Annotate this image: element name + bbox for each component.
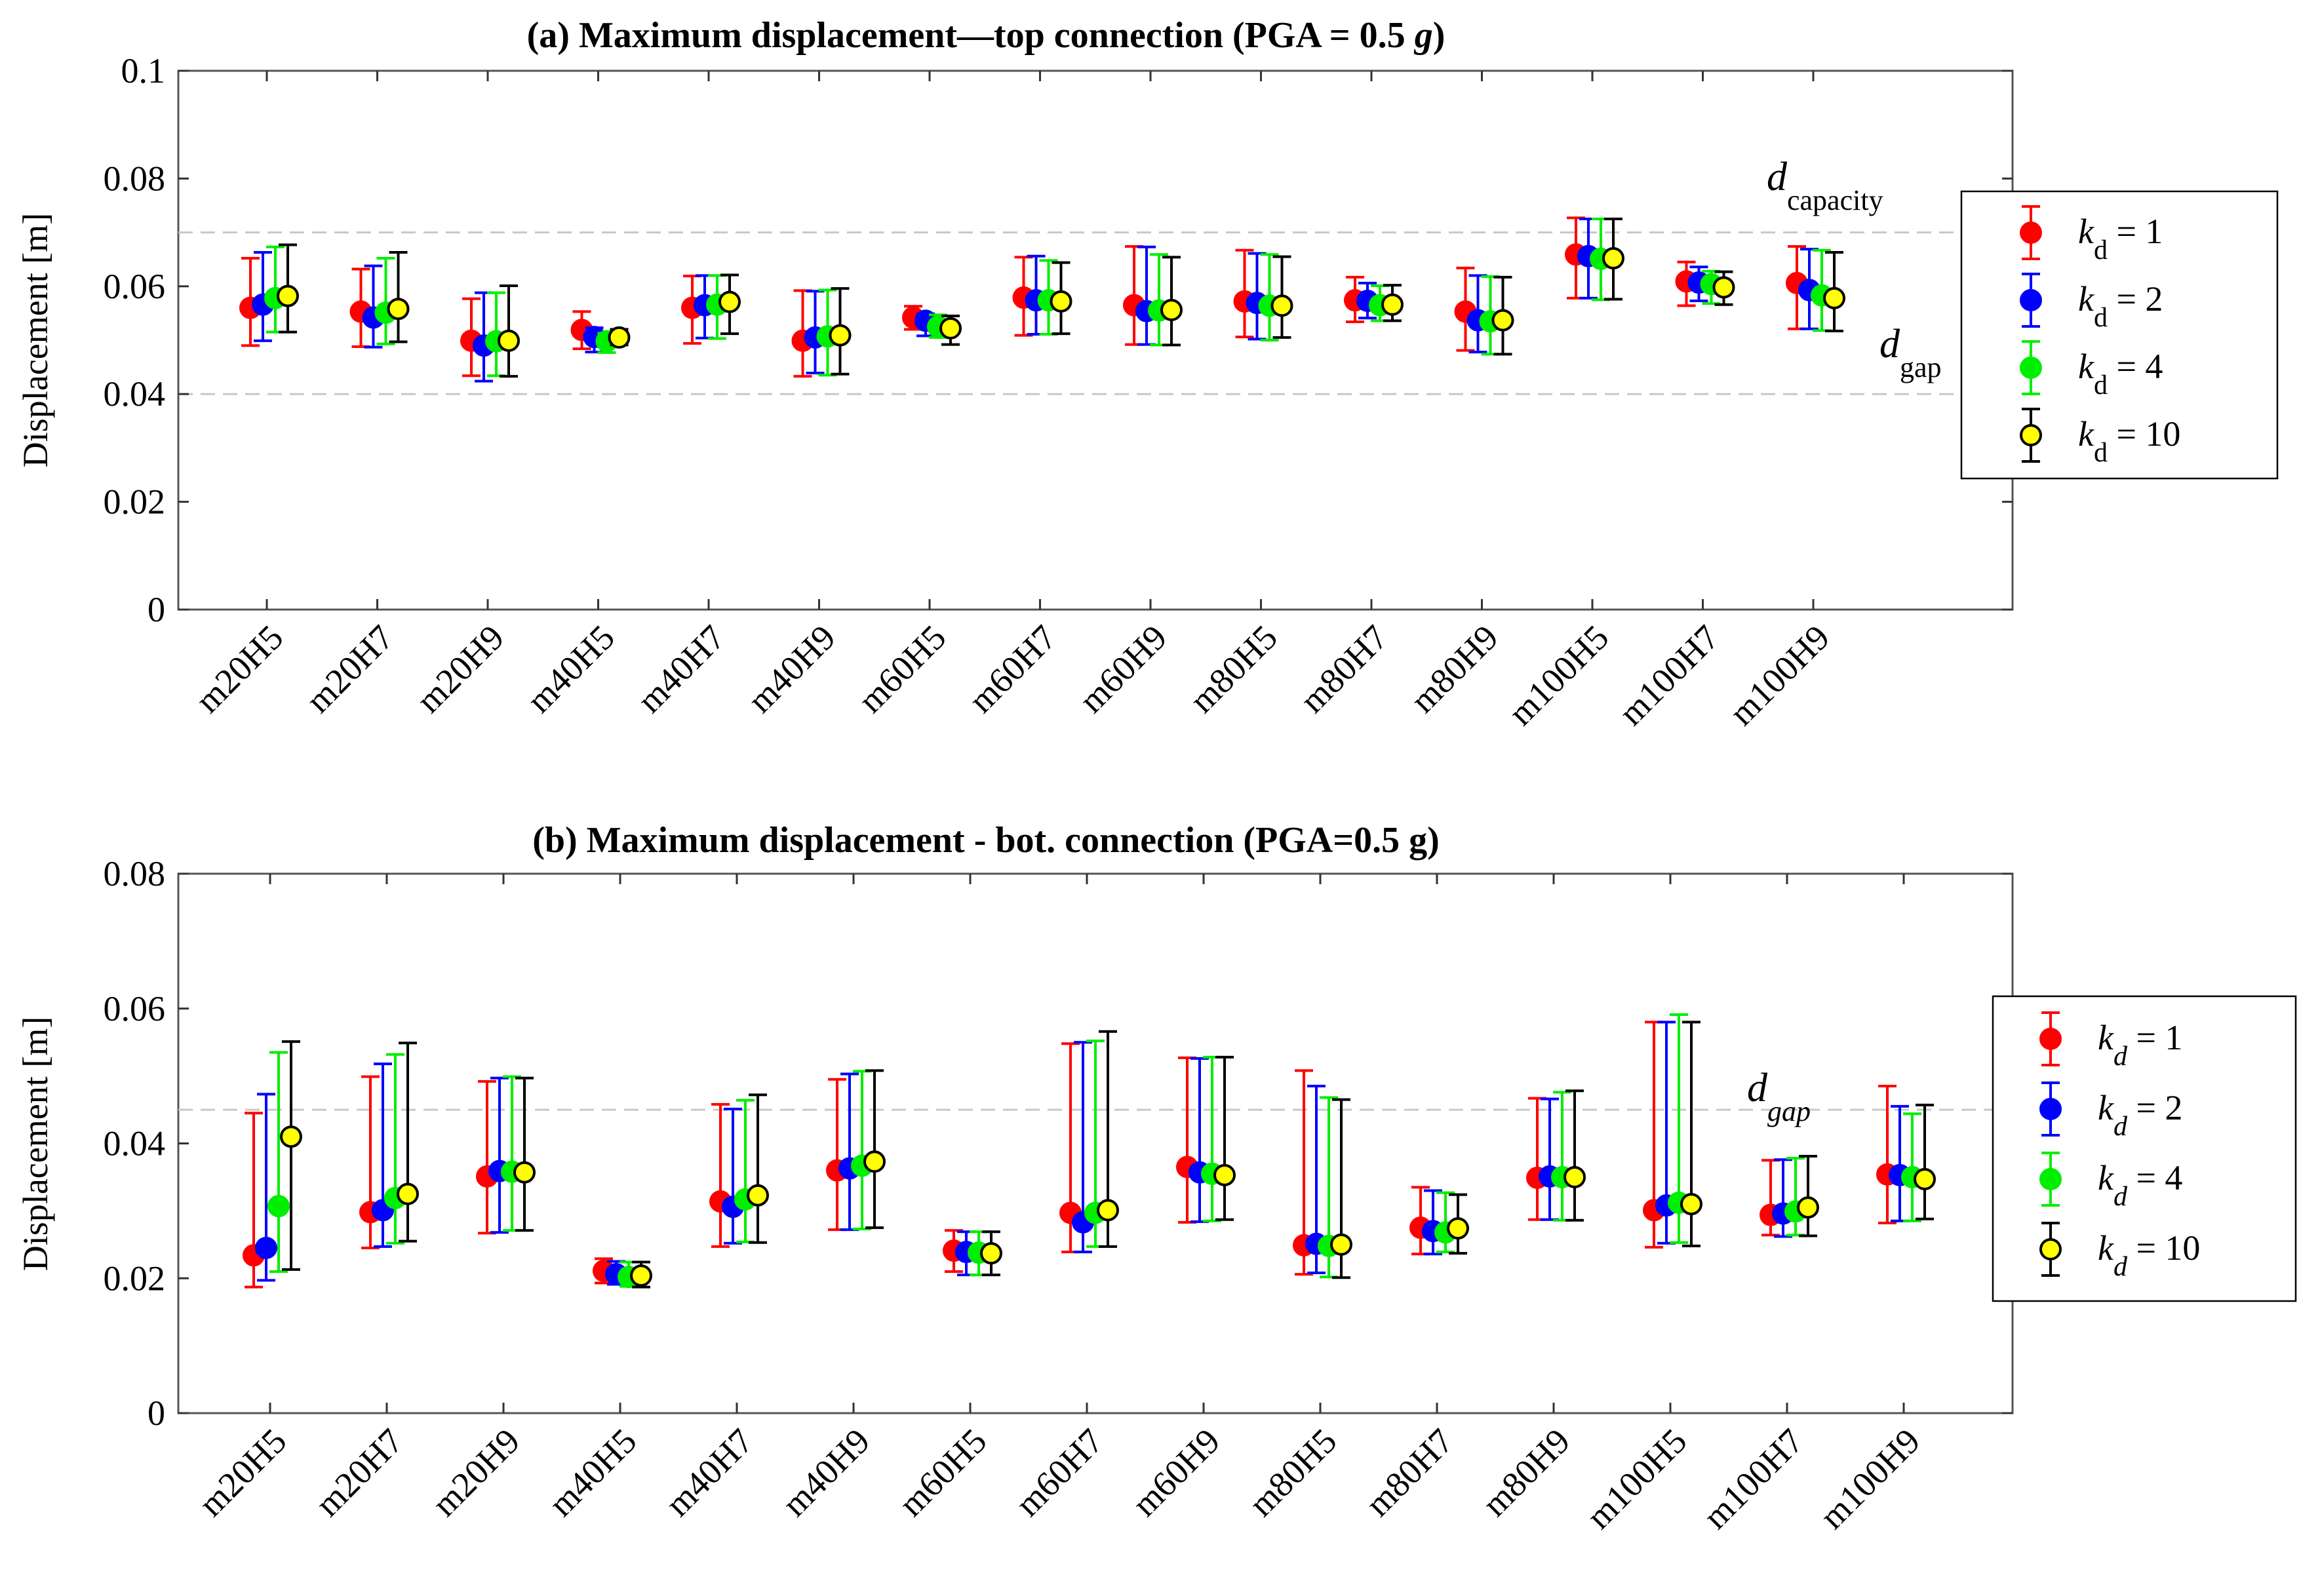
chart-a-point [1160, 298, 1183, 321]
chart-b-point [1097, 1199, 1119, 1222]
chart-a-point [1381, 293, 1404, 316]
chart-a-legend-label: kd = 10 [2078, 414, 2180, 468]
chart-a-point [1712, 276, 1735, 299]
chart-a-ref-capacity-sub: capacity [1787, 184, 1883, 216]
chart-a-legend-item-1: kd = 2 [2020, 273, 2163, 333]
legend-marker-icon [2020, 357, 2042, 379]
legend-marker-icon [2039, 1098, 2062, 1120]
chart-b-point [863, 1150, 886, 1173]
chart-a-point [1823, 286, 1845, 309]
chart-b-point [255, 1236, 277, 1259]
chart-a-y-ticks: 0 0.02 0.04 0.06 0.08 0.1 [104, 51, 2013, 629]
legend-marker-icon [2039, 1168, 2062, 1190]
chart-a-title-italic: g [1413, 15, 1433, 56]
chart-b-y-ticks: 0 0.02 0.04 0.06 0.08 [104, 854, 2013, 1433]
chart-a-point [387, 298, 410, 321]
chart-b-point [1680, 1193, 1702, 1216]
legend-marker-icon [2039, 1238, 2062, 1260]
chart-b-legend-item-3: kd = 10 [2039, 1222, 2200, 1282]
chart-b-point [630, 1264, 652, 1287]
chart-a-legend-item-0: kd = 1 [2020, 205, 2163, 265]
chart-b-legend-item-2: kd = 4 [2039, 1152, 2182, 1212]
chart-a-legend-label: kd = 4 [2078, 347, 2163, 400]
chart-a-series-3 [277, 218, 1845, 378]
chart-b-legend-label: kd = 1 [2098, 1018, 2182, 1072]
chart-a-ytick-label: 0.06 [104, 267, 166, 306]
chart-a-ref-gap-sub: gap [1900, 351, 1942, 383]
chart-a-legend-item-3: kd = 10 [2020, 408, 2180, 468]
chart-b-ytick-label: 0.04 [104, 1124, 166, 1163]
chart-a-ref-capacity-base: d [1767, 155, 1788, 199]
chart-a-ref-gap-base: d [1879, 322, 1900, 366]
legend-marker-icon [2020, 424, 2042, 446]
chart-a-ytick-label: 0.08 [104, 159, 166, 198]
chart-b-legend-item-0: kd = 1 [2039, 1011, 2182, 1072]
chart-b-point [1330, 1233, 1352, 1256]
chart-a-title-main: (a) Maximum displacement—top connection … [527, 15, 1415, 56]
chart-a-ytick-label: 0.04 [104, 374, 166, 414]
chart-a-legend-item-2: kd = 4 [2020, 340, 2163, 400]
chart-a-point [608, 326, 631, 349]
chart-a-point [829, 324, 852, 347]
chart-a-point [1050, 290, 1072, 313]
chart-b-ylabel: Displacement [m] [16, 1017, 55, 1271]
chart-b-legend-item-1: kd = 2 [2039, 1081, 2182, 1142]
chart-b-point [1447, 1217, 1469, 1240]
chart-a-legend-label: kd = 2 [2078, 279, 2163, 333]
chart-a-plot-area [177, 69, 2014, 611]
chart-a-series-2 [264, 218, 1833, 378]
chart-b-title: (b) Maximum displacement - bot. connecti… [532, 820, 1440, 861]
chart-a-reference-lines [178, 231, 2013, 395]
chart-b-point [397, 1182, 419, 1205]
chart-b-point [1797, 1196, 1819, 1219]
chart-a-point [1491, 309, 1514, 332]
chart-b-point [1213, 1163, 1236, 1186]
legend-marker-icon [2020, 289, 2042, 311]
chart-a-marks [239, 216, 1845, 383]
chart-b-series-3 [280, 1021, 1936, 1289]
chart-b-point [980, 1242, 1002, 1265]
chart-a-point [718, 290, 741, 313]
chart-a-point [1602, 247, 1624, 270]
chart-b-legend-label: kd = 4 [2098, 1158, 2182, 1212]
chart-a-legend-label: kd = 1 [2078, 212, 2163, 265]
chart-a-title-end: ) [1433, 15, 1445, 56]
chart-b-legend-label: kd = 2 [2098, 1088, 2182, 1142]
chart-a-legend: kd = 1 kd = 2 kd = 4 kd = 10 [2020, 205, 2180, 468]
chart-b-marks [243, 1013, 1936, 1289]
chart-b-legend: kd = 1 kd = 2 kd = 4 kd = 10 [2039, 1011, 2200, 1282]
chart-b-legend-label: kd = 10 [2098, 1228, 2200, 1282]
chart-b-ref-gap-label: dgap [1747, 1066, 1811, 1127]
chart-a-point [277, 284, 299, 307]
chart-a-point [939, 317, 962, 340]
chart-b-point [280, 1125, 302, 1148]
chart-b-point [1914, 1168, 1936, 1191]
legend-marker-icon [2039, 1028, 2062, 1050]
chart-b-point [513, 1161, 536, 1184]
chart-a-title: (a) Maximum displacement—top connection … [527, 15, 1445, 56]
chart-a-ref-capacity-label: dcapacity [1767, 155, 1883, 216]
chart-b-ref-gap-sub: gap [1767, 1095, 1811, 1127]
chart-b-ytick-label: 0.06 [104, 989, 166, 1028]
chart-a-point [1270, 294, 1293, 317]
chart-a-point [498, 329, 520, 352]
chart-b-point [267, 1195, 290, 1218]
legend-marker-icon [2020, 222, 2042, 244]
chart-a-ytick-label: 0.02 [104, 482, 166, 522]
chart-b-ref-gap-base: d [1747, 1066, 1768, 1110]
chart-a-ref-gap-label: dgap [1879, 322, 1942, 383]
chart-b-ytick-label: 0 [147, 1393, 165, 1433]
chart-b-ytick-label: 0.08 [104, 854, 166, 893]
chart-b-title-main: (b) Maximum displacement - bot. connecti… [532, 820, 1440, 861]
chart-b-point [1563, 1165, 1586, 1188]
chart-b-point [747, 1184, 769, 1207]
chart-a-ylabel: Displacement [m] [16, 213, 55, 467]
chart-a-ytick-label: 0.1 [121, 51, 166, 90]
chart-a-legend-box [1960, 190, 2279, 480]
chart-b-ytick-label: 0.02 [104, 1258, 166, 1298]
chart-a-ytick-label: 0 [147, 590, 165, 629]
